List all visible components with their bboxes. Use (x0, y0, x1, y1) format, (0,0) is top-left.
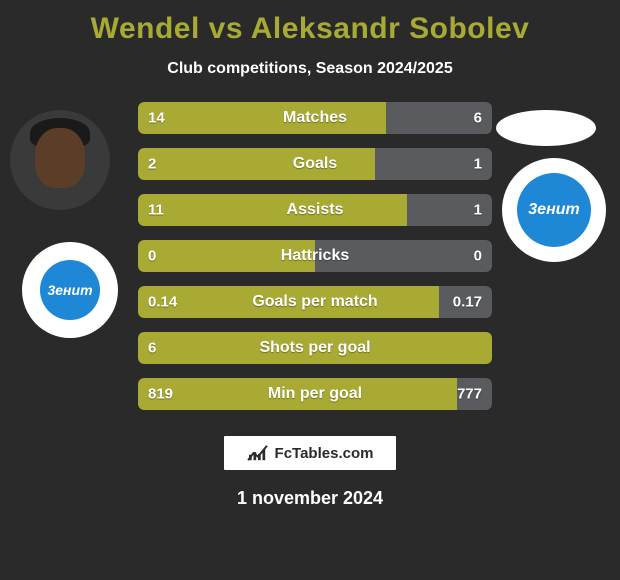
zenit-logo-right-text: 3енит (528, 201, 579, 219)
stat-value-right: 6 (474, 110, 482, 127)
stat-label: Goals per match (252, 293, 377, 311)
stat-row: 111Assists (138, 194, 492, 226)
stat-value-right: 777 (457, 386, 482, 403)
date-label: 1 november 2024 (237, 488, 383, 509)
comparison-card: Wendel vs Aleksandr Sobolev Club competi… (0, 0, 620, 580)
stat-label: Goals (293, 155, 337, 173)
stat-value-left: 0.14 (148, 294, 177, 311)
subtitle: Club competitions, Season 2024/2025 (0, 60, 620, 78)
stat-row: 2 1 Goals (138, 148, 492, 180)
player-left-avatar (10, 110, 110, 210)
stat-value-right: 0 (474, 248, 482, 265)
stat-label: Shots per goal (259, 339, 370, 357)
zenit-logo-left: 3енит (40, 260, 100, 320)
player-right-avatar-placeholder (496, 110, 596, 146)
stat-row: 819 777 Min per goal (138, 378, 492, 410)
stat-value-left: 819 (148, 386, 173, 403)
page-title: Wendel vs Aleksandr Sobolev (0, 0, 620, 46)
stat-label: Hattricks (281, 247, 349, 265)
player-left-club-logo: 3енит (22, 242, 118, 338)
source-label: FcTables.com (275, 445, 374, 462)
stat-value-left: 11 (148, 202, 164, 219)
stat-value-right: 0.17 (453, 294, 482, 311)
avatar-face-shape (35, 128, 85, 188)
stat-value-right: 1 (474, 156, 482, 173)
stat-bar-left (138, 102, 386, 134)
zenit-logo-left-text: 3енит (47, 282, 92, 298)
stat-value-left: 2 (148, 156, 156, 173)
stat-label: Min per goal (268, 385, 362, 403)
chart-icon (247, 444, 269, 462)
stat-label: Matches (283, 109, 347, 127)
stat-row: 14 6 Matches (138, 102, 492, 134)
stat-label: Assists (287, 201, 344, 219)
zenit-logo-right: 3енит (517, 173, 591, 247)
stat-row: 0 0 Hattricks (138, 240, 492, 272)
player-right-club-logo: 3енит (502, 158, 606, 262)
stat-bar-left (138, 148, 375, 180)
stat-bars: 146Matches21Goals111Assists00Hattricks0.… (138, 102, 492, 424)
stat-row: 0.14 0.17 Goals per match (138, 286, 492, 318)
stat-value-left: 6 (148, 340, 156, 357)
stat-row: 6 Shots per goal (138, 332, 492, 364)
stat-value-left: 0 (148, 248, 156, 265)
stat-value-right: 1 (474, 202, 482, 219)
stat-bar-left (138, 194, 407, 226)
stat-value-left: 14 (148, 110, 165, 127)
source-badge: FcTables.com (222, 434, 398, 472)
